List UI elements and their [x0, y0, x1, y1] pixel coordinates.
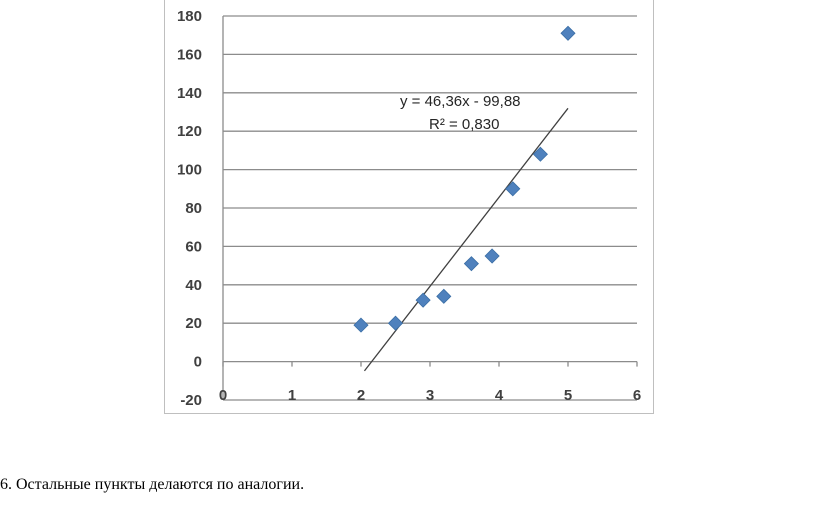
scatter-chart: 180 160 140 120 100 80 60 40 20 0 -20 0 1 2 3 4 5 6 y = 4… [177, 8, 641, 409]
x-tick-label: 4 [495, 387, 504, 404]
data-point [560, 25, 576, 41]
y-tick-label: 160 [177, 46, 202, 63]
data-point [484, 248, 500, 264]
y-tick-label: 60 [185, 238, 202, 255]
x-tick-label: 6 [633, 387, 641, 404]
y-tick-label: 100 [177, 162, 202, 179]
x-tick-label: 0 [219, 387, 227, 404]
label-layer: y = 46,36x - 99,88 R² = 0,830 [400, 93, 521, 133]
y-tick-label: 120 [177, 123, 202, 140]
data-point [415, 292, 431, 308]
trendline-r2-label: R² = 0,830 [429, 116, 499, 133]
y-tick-label: 140 [177, 85, 202, 102]
y-tick-label: 80 [185, 200, 202, 217]
chart-frame: 180 160 140 120 100 80 60 40 20 0 -20 0 1 2 3 4 5 6 y = 4… [164, 0, 654, 414]
data-point [505, 181, 521, 197]
y-tick-label: 0 [194, 354, 202, 371]
grid-layer [223, 15, 637, 401]
data-point [532, 146, 548, 162]
points-layer [353, 25, 576, 333]
data-point [353, 317, 369, 333]
x-tick-label: 3 [426, 387, 434, 404]
y-tick-label: 20 [185, 315, 202, 332]
data-point [387, 315, 404, 331]
data-point [436, 288, 452, 304]
y-tick-label: 180 [177, 8, 202, 25]
data-point [463, 256, 479, 272]
trendline-equation-label: y = 46,36x - 99,88 [400, 93, 521, 110]
axis-layer: 180 160 140 120 100 80 60 40 20 0 -20 0 1 2 3 4 5 6 [177, 8, 641, 409]
y-tick-label: -20 [180, 392, 202, 409]
x-tick-label: 5 [564, 387, 572, 404]
x-tick-label: 1 [288, 387, 296, 404]
trendline [363, 107, 569, 372]
trend-layer [363, 107, 569, 372]
footer-text: 6. Остальные пункты делаются по аналогии… [0, 476, 305, 493]
x-tick-label: 2 [357, 387, 365, 404]
y-tick-label: 40 [185, 277, 202, 294]
